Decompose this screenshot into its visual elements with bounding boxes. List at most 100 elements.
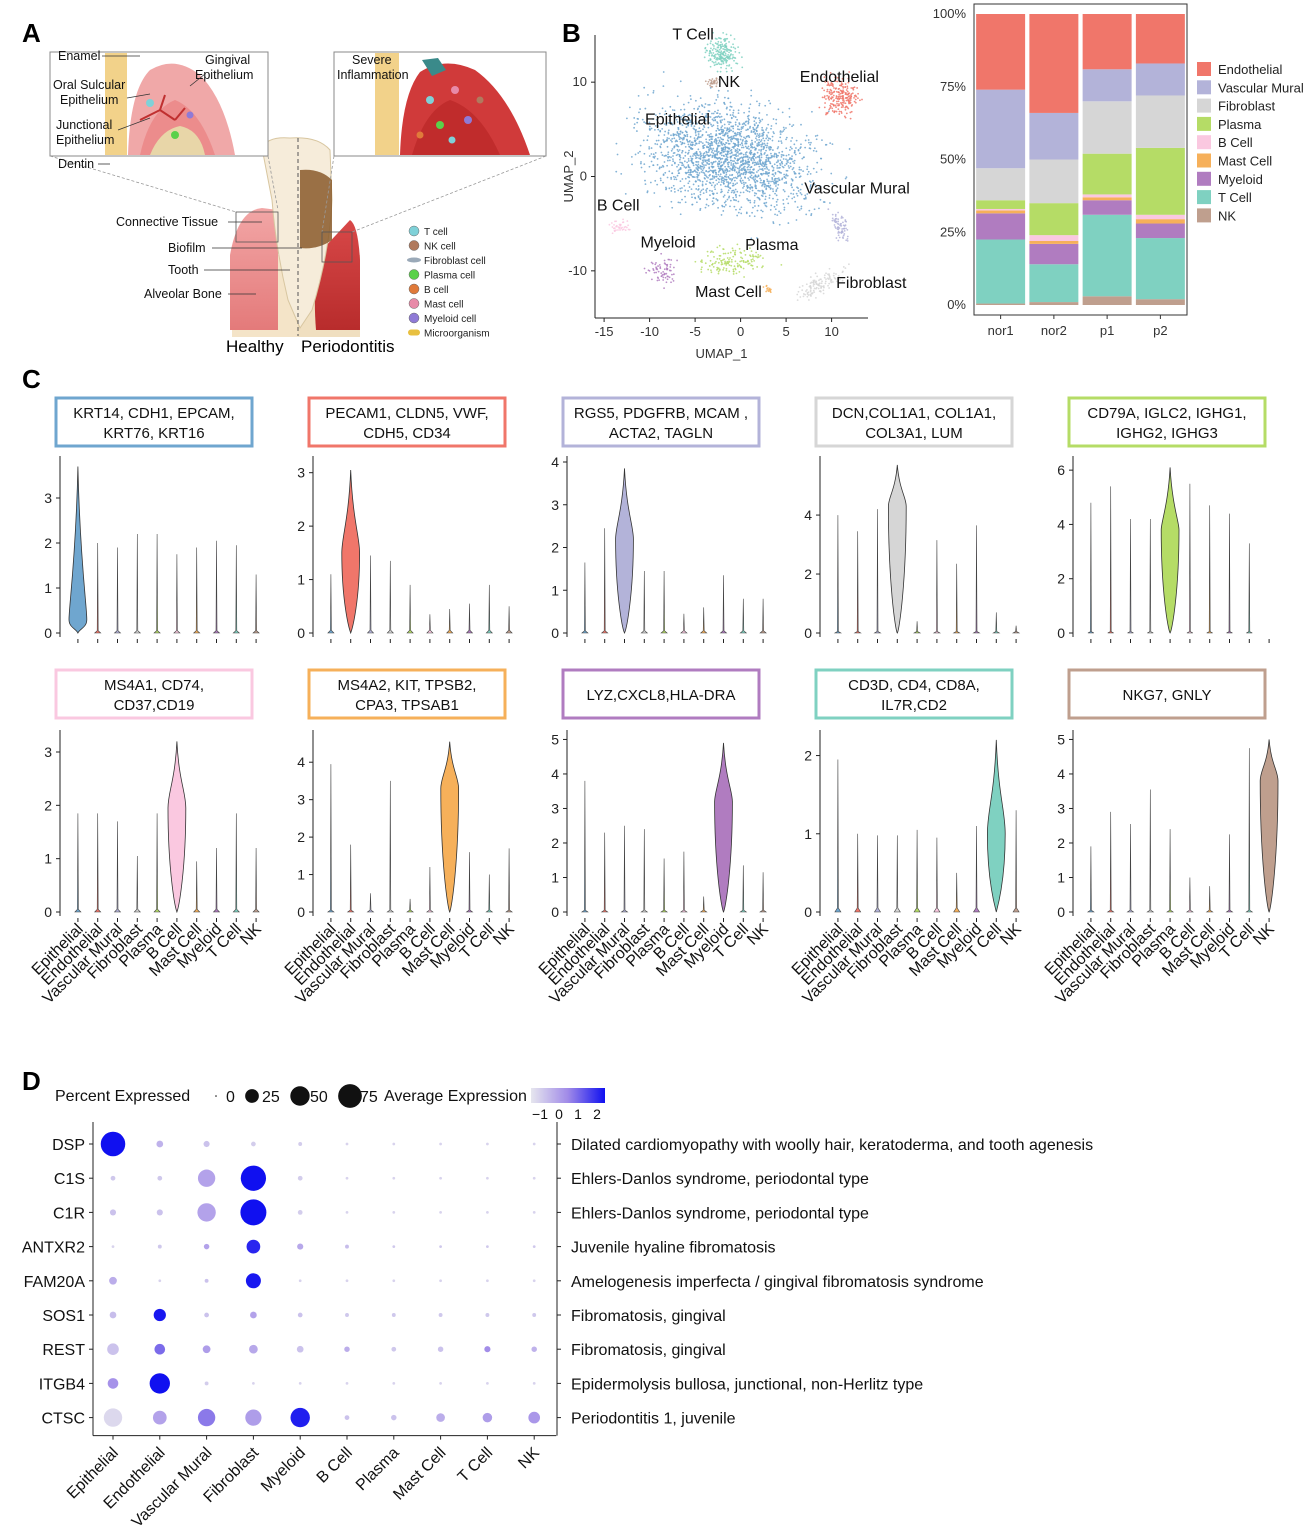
umap-point xyxy=(739,138,742,141)
dot-nk xyxy=(532,1211,536,1214)
umap-point xyxy=(684,171,687,174)
violin-endothelial xyxy=(346,844,355,913)
umap-point xyxy=(774,208,777,211)
umap-point xyxy=(739,153,742,155)
umap-point xyxy=(640,161,642,163)
disease-label: Ehlers-Danlos syndrome, periodontal type xyxy=(571,1171,869,1188)
umap-point xyxy=(715,129,718,132)
umap-point xyxy=(644,183,647,186)
umap-point xyxy=(620,227,623,230)
umap-point xyxy=(831,96,833,98)
umap-point xyxy=(727,53,730,56)
bar-segment-vascular-mural xyxy=(1082,69,1132,102)
umap-point xyxy=(763,182,765,185)
bar-segment-mast-cell xyxy=(1135,219,1185,224)
umap-point xyxy=(768,180,770,183)
umap-point xyxy=(766,168,769,170)
legend-swatch-myeloid xyxy=(1197,171,1211,186)
umap-point xyxy=(717,46,720,49)
umap-label-epithelial: Epithelial xyxy=(645,112,710,129)
umap-point xyxy=(686,139,689,142)
umap-point xyxy=(725,45,727,48)
umap-point xyxy=(840,112,843,114)
umap-point xyxy=(645,271,647,274)
umap-point xyxy=(764,172,767,175)
umap-point xyxy=(754,133,757,135)
gene-list-text: IGHG2, IGHG3 xyxy=(1116,425,1218,442)
umap-point xyxy=(679,154,681,157)
umap-point xyxy=(740,206,743,209)
umap-point xyxy=(832,94,835,97)
umap-point xyxy=(798,209,801,211)
umap-point xyxy=(676,121,679,123)
violin-ytick-label: 2 xyxy=(44,797,52,813)
umap-point xyxy=(726,156,729,159)
umap-point xyxy=(745,212,748,215)
violin-epithelial xyxy=(74,813,82,913)
umap-point xyxy=(711,49,714,51)
umap-point xyxy=(717,127,719,130)
umap-point xyxy=(700,168,703,170)
umap-point xyxy=(646,190,649,193)
umap-point xyxy=(704,159,707,162)
umap-point xyxy=(828,275,831,278)
umap-point xyxy=(830,105,832,108)
umap-point xyxy=(782,202,785,205)
violin-mast-cell xyxy=(446,608,454,634)
umap-point xyxy=(790,147,793,150)
violin-plasma xyxy=(406,584,414,634)
dot-nk xyxy=(532,1313,537,1317)
umap-point xyxy=(728,123,730,126)
violin-panels: KRT14, CDH1, EPCAM,KRT76, KRT160123PECAM… xyxy=(29,396,1279,1007)
umap-point xyxy=(677,169,680,172)
umap-point xyxy=(648,147,651,150)
umap-point xyxy=(744,171,746,174)
umap-point xyxy=(736,162,739,165)
umap-point xyxy=(745,160,747,163)
umap-point xyxy=(673,146,676,149)
stacked-bar-p2 xyxy=(1135,14,1185,305)
umap-point xyxy=(698,122,701,124)
umap-point xyxy=(695,167,698,169)
umap-point xyxy=(694,155,697,157)
umap-point xyxy=(775,204,778,206)
umap-point xyxy=(752,206,754,209)
umap-point xyxy=(693,107,696,110)
gene-list-text: CDH5, CD34 xyxy=(363,425,451,442)
gene-list-text: DCN,COL1A1, COL1A1, xyxy=(832,405,996,422)
umap-point xyxy=(736,182,738,185)
umap-point xyxy=(659,179,662,182)
umap-point xyxy=(742,261,745,263)
umap-point xyxy=(727,181,730,184)
umap-point xyxy=(710,40,712,42)
umap-point xyxy=(750,260,753,263)
umap-point xyxy=(710,165,713,168)
gene-list-text: KRT76, KRT16 xyxy=(103,425,204,442)
umap-point xyxy=(679,180,682,183)
umap-point xyxy=(723,258,726,261)
umap-point xyxy=(748,160,751,163)
umap-point xyxy=(640,166,643,169)
umap-point xyxy=(655,139,658,142)
umap-point xyxy=(706,180,708,183)
umap-point xyxy=(744,162,747,165)
dot-fibroblast xyxy=(251,1141,256,1147)
umap-point xyxy=(741,142,743,144)
umap-point xyxy=(666,164,669,167)
umap-point xyxy=(670,134,672,137)
umap-point xyxy=(778,210,780,213)
umap-point xyxy=(723,205,726,208)
umap-point xyxy=(717,270,720,273)
umap-point xyxy=(740,182,743,185)
umap-point xyxy=(667,151,670,154)
umap-point xyxy=(716,112,718,115)
umap-point xyxy=(771,165,774,168)
umap-point xyxy=(758,190,761,192)
umap-point xyxy=(728,264,731,267)
umap-point xyxy=(677,150,680,153)
legend-swatch-plasma xyxy=(1197,116,1211,131)
umap-point xyxy=(672,133,675,136)
violin-ytick-label: 3 xyxy=(551,800,559,816)
umap-point xyxy=(750,258,753,261)
umap-point xyxy=(690,174,693,176)
